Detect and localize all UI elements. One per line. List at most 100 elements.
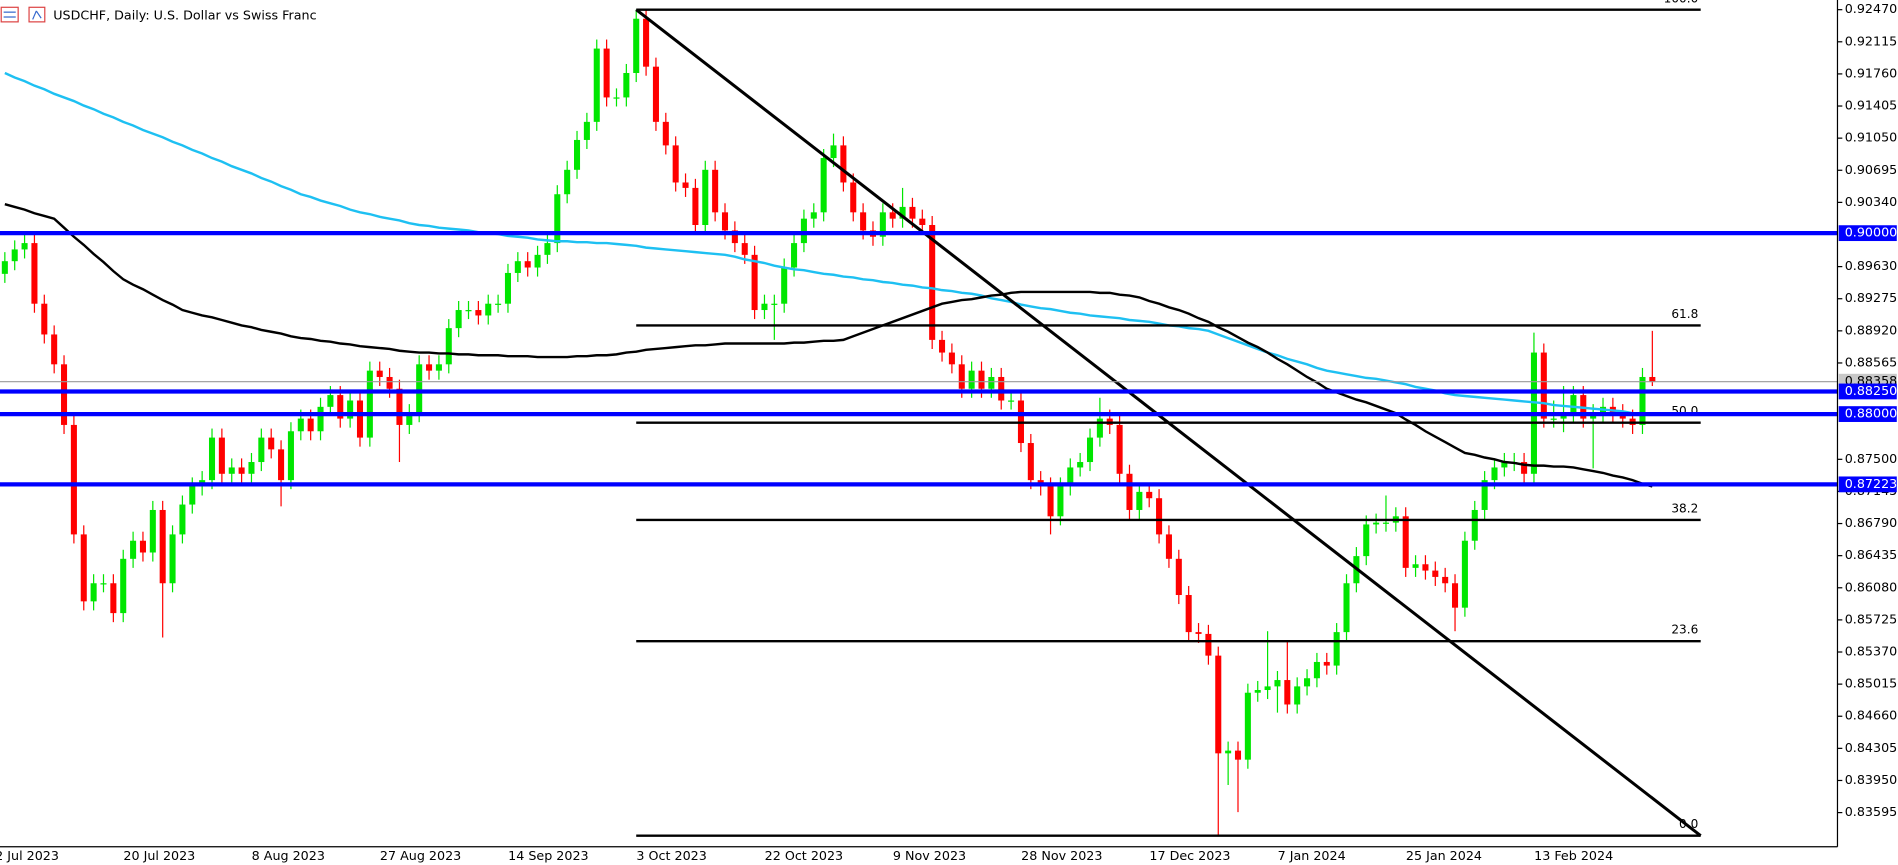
candle-body [1501,462,1508,468]
icon [0,6,19,23]
candle-body [1491,467,1498,481]
candle-body [218,437,225,474]
chart-title: USDCHF, Daily: U.S. Dollar vs Swiss Fran… [53,8,316,23]
y-tick-label: 0.91050 [1845,131,1898,146]
x-tick-label: 8 Aug 2023 [252,849,325,864]
icon [32,10,37,20]
candle-body [1077,462,1084,468]
y-tick-label: 0.86790 [1845,516,1898,531]
candle-body [879,212,886,237]
x-tick-label: 14 Sep 2023 [508,849,588,864]
candle-body [297,418,304,432]
x-tick-label: 13 Feb 2024 [1534,849,1613,864]
candle-body [1373,522,1380,525]
y-tick-label: 0.83595 [1845,805,1898,820]
candle-body [120,558,127,614]
candle-body [61,364,68,425]
level-label: 0.88250 [1845,384,1898,399]
candle-body [988,376,995,389]
candle-body [948,352,955,365]
candle-body [41,303,48,335]
candle-body [1294,686,1301,705]
candle-body [1422,564,1429,571]
candle-body [1175,558,1182,596]
candle-body [929,224,936,340]
candle-body [781,267,788,304]
candle-body [1067,467,1074,487]
x-tick-label: 17 Dec 2023 [1149,849,1230,864]
candle-body [830,145,837,159]
candle-body [603,48,610,98]
candle-body [1570,395,1577,414]
candle-body [820,158,827,213]
candle-body [287,431,294,481]
candle-body [1382,522,1390,524]
candle-body [1086,437,1094,463]
candle-body [514,261,521,273]
candle-body [307,418,314,432]
y-tick-label: 0.91760 [1845,66,1898,81]
candle-body [682,182,689,188]
fib-level-label: 61.8 [1671,307,1698,321]
y-tick-label: 0.89630 [1845,259,1898,274]
candle-body [416,364,423,414]
y-tick-label: 0.90695 [1845,163,1898,178]
candle-body [396,388,403,425]
y-tick-label: 0.84660 [1845,709,1898,724]
level-label-box [1838,406,1897,422]
x-tick-label: 22 Oct 2023 [765,849,843,864]
candle-body [534,254,541,268]
candle-body [583,121,590,140]
candle-body [1205,633,1212,656]
y-tick-label: 0.88920 [1845,323,1898,338]
x-tick-label: 27 Aug 2023 [380,849,461,864]
candle-body [1254,690,1261,693]
candle-body [1333,632,1340,666]
candle-body [1047,486,1054,517]
candle-body [751,254,758,311]
candle-body [1521,462,1528,474]
candle-body [939,339,946,353]
candle-body [1274,680,1281,687]
fib-level-label: 38.2 [1671,501,1698,515]
x-tick-label: 7 Jan 2024 [1278,849,1346,864]
candle-body [475,310,482,316]
candle-body [337,395,344,419]
candle-body [1195,632,1202,634]
level-label: 0.87223 [1845,477,1898,492]
moving-average [4,203,1653,488]
candle-body [919,218,926,225]
candle-body [840,145,847,183]
x-tick-label: 9 Nov 2023 [893,849,966,864]
candle-body [317,406,324,432]
candle-body [228,467,235,474]
candle-body [495,303,502,305]
candle-body [623,73,630,98]
candle-body [110,583,117,614]
candle-body [1432,570,1439,577]
candle-body [169,534,176,584]
candle-body [524,261,531,268]
candle-body [1461,540,1468,608]
candle-body [978,370,985,389]
y-tick-label: 0.92115 [1845,34,1898,49]
candle-body [159,509,166,584]
fib-level-label: 100.0 [1664,0,1699,5]
candle-body [1146,491,1153,499]
level-label-box [1838,383,1897,400]
candle-body [909,206,916,219]
candle-body [1244,692,1251,760]
y-tick-label: 0.85370 [1845,644,1898,659]
candle-body [810,212,817,219]
x-tick-label: 25 Jan 2024 [1406,849,1482,864]
candle-body [672,145,679,183]
y-tick-label: 0.88565 [1845,355,1898,370]
candle-body [327,395,334,407]
candle-body [504,272,511,304]
candle-body [455,310,462,329]
candle-body [51,334,58,365]
candle-body [426,364,433,371]
candle-body [1126,473,1133,510]
candle-body [860,212,867,231]
